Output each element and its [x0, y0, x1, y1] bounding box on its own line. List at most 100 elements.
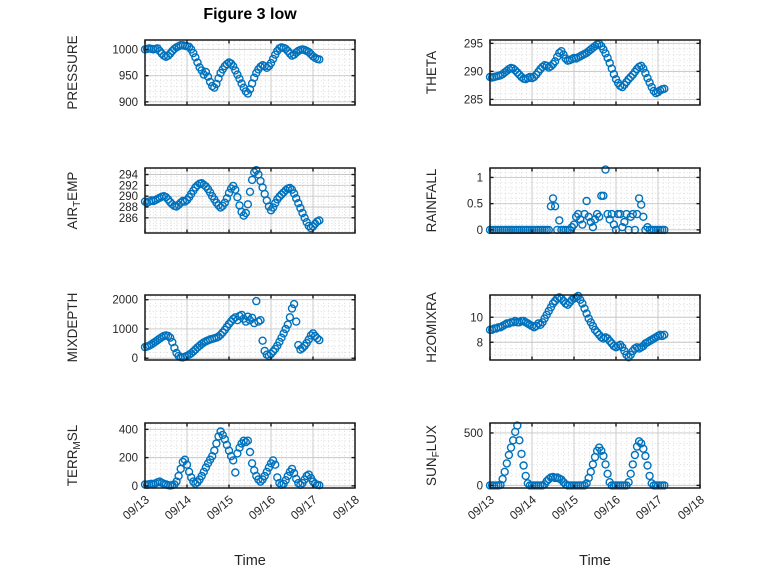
data-point: [277, 333, 286, 342]
data-point: [616, 209, 625, 219]
data-point: [281, 324, 290, 334]
data-point: [258, 336, 267, 345]
data-point: [289, 299, 299, 309]
data-point: [304, 47, 313, 57]
data-point: [607, 209, 616, 219]
data-point: [622, 209, 631, 219]
major-grid: [145, 168, 355, 233]
tick-marks: [144, 295, 356, 360]
axes-frame: [144, 422, 356, 489]
scatter-series: [140, 41, 324, 98]
data-point: [298, 343, 307, 353]
data-point: [275, 192, 284, 201]
y-tick-label: 8: [477, 337, 483, 349]
data-point: [220, 198, 230, 207]
data-point: [605, 215, 614, 224]
data-point: [643, 73, 652, 83]
data-point: [603, 53, 612, 63]
data-point: [298, 208, 307, 218]
x-tick-label: 09/14: [507, 492, 539, 522]
data-point: [165, 333, 175, 342]
subplot-theta: 285 290 295 THETA: [424, 38, 701, 106]
data-point: [256, 316, 265, 325]
data-point: [287, 464, 297, 474]
data-point: [582, 479, 591, 488]
data-point: [199, 180, 209, 190]
data-point: [624, 353, 633, 362]
y-tick-label: 0: [132, 481, 138, 493]
tick-marks: [144, 168, 356, 233]
data-point: [645, 471, 654, 481]
data-point: [578, 299, 587, 308]
data-point: [645, 78, 654, 87]
y-tick-label: 10: [470, 312, 483, 324]
data-point: [532, 321, 541, 331]
data-point: [218, 430, 227, 440]
data-point: [546, 62, 556, 71]
y-axis-label: H2OMIXRA: [424, 292, 439, 363]
data-point: [193, 58, 202, 67]
data-point: [163, 51, 173, 60]
y-tick-label: 285: [464, 94, 483, 106]
axes-frame: [489, 294, 701, 361]
x-tick-label: 09/18: [330, 492, 362, 522]
y-tick-label: 0: [132, 353, 138, 365]
y-tick-labels: 0 1000 2000: [112, 295, 138, 366]
data-point: [275, 337, 284, 346]
axes-frame: [144, 39, 356, 106]
y-tick-label: 288: [119, 202, 138, 214]
data-point: [609, 69, 619, 79]
x-tick-label: 09/18: [675, 492, 707, 522]
data-point: [624, 478, 633, 487]
data-point: [639, 212, 648, 222]
data-point: [639, 444, 648, 453]
data-point: [247, 313, 257, 322]
subplot-terr-msl: 0 200 400 09/13 09/14 09/15 09/16 09/17 09/18 TER…: [65, 422, 362, 523]
data-point: [285, 313, 295, 322]
data-point: [245, 447, 255, 457]
data-point: [569, 220, 579, 229]
data-point: [529, 72, 539, 82]
data-point: [256, 477, 265, 486]
y-tick-labels: 285 290 295: [464, 38, 483, 106]
data-point: [548, 299, 558, 308]
scatter-series: [485, 421, 669, 490]
data-point: [281, 476, 290, 485]
x-tick-labels: 09/13 09/14 09/15 09/16 09/17 09/18: [465, 492, 707, 522]
data-point: [609, 220, 619, 229]
data-point: [252, 165, 261, 175]
y-tick-label: 1000: [112, 324, 138, 336]
x-tick-labels: 09/13 09/14 09/15 09/16 09/17 09/18: [120, 492, 362, 522]
x-tick-label: 09/17: [288, 492, 320, 522]
y-axis-label: SUNFLUX: [424, 425, 442, 486]
data-point: [268, 54, 278, 64]
y-tick-label: 200: [119, 453, 138, 465]
data-point: [630, 450, 640, 460]
data-point: [582, 309, 591, 318]
y-tick-labels: 8 10: [470, 312, 483, 349]
data-point: [618, 82, 627, 92]
scatter-series: [485, 291, 669, 362]
minor-grid: [145, 168, 355, 233]
data-point: [641, 68, 650, 78]
data-point: [548, 194, 558, 203]
data-point: [582, 196, 591, 206]
data-point: [513, 68, 522, 77]
tick-marks: [489, 168, 701, 233]
tick-marks: [489, 295, 701, 360]
data-point: [628, 460, 637, 469]
data-point: [506, 443, 516, 452]
data-point: [245, 187, 255, 197]
subplot-h2omixra: 8 10 H2OMIXRA: [424, 291, 701, 363]
data-point: [641, 451, 650, 461]
tick-marks: [489, 40, 701, 105]
data-point: [599, 451, 608, 461]
data-point: [231, 66, 240, 75]
x-tick-label: 09/16: [591, 492, 623, 522]
data-point: [283, 320, 292, 329]
data-point: [597, 446, 606, 455]
data-point: [262, 63, 271, 73]
data-point: [271, 460, 280, 469]
data-point: [296, 203, 305, 213]
